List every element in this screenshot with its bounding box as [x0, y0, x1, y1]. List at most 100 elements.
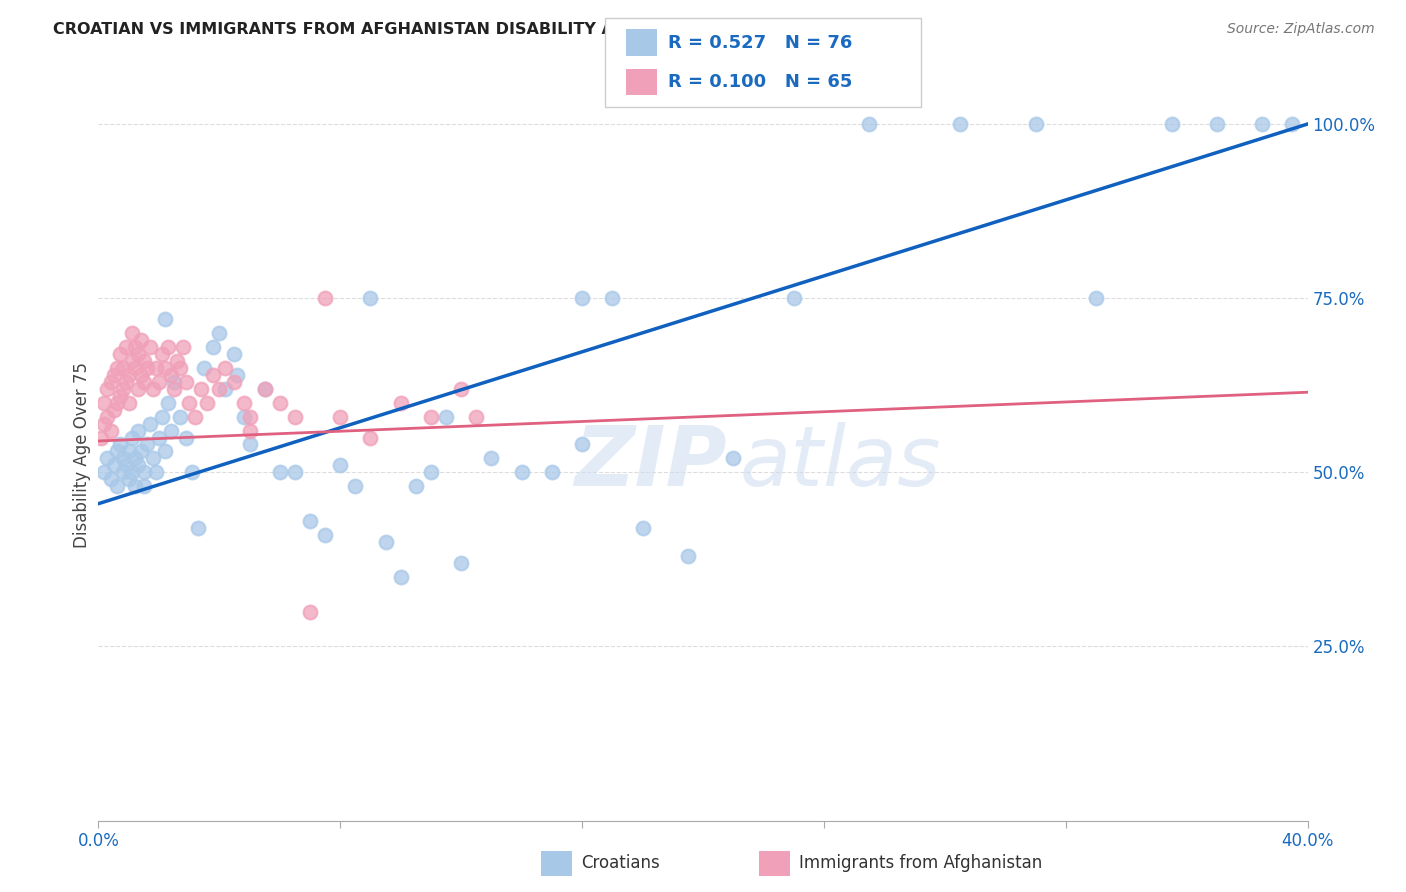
Point: [132, 354, 155, 368]
Point: [160, 424, 183, 438]
Point: [723, 451, 745, 466]
Text: Source: ZipAtlas.com: Source: ZipAtlas.com: [1227, 22, 1375, 37]
Point: [344, 479, 367, 493]
Point: [93, 395, 115, 409]
Point: [202, 368, 225, 382]
Point: [314, 291, 336, 305]
Point: [124, 360, 146, 375]
Point: [132, 375, 155, 389]
Text: R = 0.100   N = 65: R = 0.100 N = 65: [668, 73, 852, 91]
Point: [602, 291, 624, 305]
Point: [195, 395, 218, 409]
Point: [114, 458, 136, 473]
Point: [174, 375, 197, 389]
Point: [150, 347, 173, 361]
Point: [93, 466, 115, 480]
Point: [127, 382, 149, 396]
Point: [329, 458, 352, 473]
Point: [132, 466, 155, 480]
Point: [269, 395, 291, 409]
Point: [148, 430, 170, 444]
Text: ZIP: ZIP: [575, 422, 727, 503]
Text: Immigrants from Afghanistan: Immigrants from Afghanistan: [799, 855, 1042, 872]
Point: [121, 326, 143, 340]
Point: [105, 360, 128, 375]
Point: [121, 466, 143, 480]
Point: [153, 360, 176, 375]
Point: [571, 291, 593, 305]
Point: [232, 409, 254, 424]
Point: [360, 291, 382, 305]
Point: [111, 360, 134, 375]
Point: [118, 368, 141, 382]
Point: [510, 466, 533, 480]
Point: [208, 382, 231, 396]
Point: [100, 472, 122, 486]
Point: [124, 451, 146, 466]
Point: [108, 437, 131, 451]
Point: [148, 375, 170, 389]
Point: [1206, 117, 1229, 131]
Point: [150, 409, 173, 424]
Point: [783, 291, 806, 305]
Point: [139, 417, 162, 431]
Point: [253, 382, 276, 396]
Point: [105, 395, 128, 409]
Point: [129, 333, 152, 347]
Point: [100, 375, 122, 389]
Point: [239, 437, 262, 451]
Point: [129, 368, 152, 382]
Point: [96, 409, 118, 424]
Point: [163, 375, 186, 389]
Point: [118, 472, 141, 486]
Text: R = 0.527   N = 76: R = 0.527 N = 76: [668, 34, 852, 52]
Point: [103, 458, 125, 473]
Point: [1160, 117, 1182, 131]
Point: [450, 382, 472, 396]
Point: [193, 360, 215, 375]
Point: [631, 521, 654, 535]
Point: [172, 340, 194, 354]
Point: [90, 430, 112, 444]
Point: [93, 417, 115, 431]
Point: [153, 312, 176, 326]
Point: [121, 430, 143, 444]
Point: [190, 382, 212, 396]
Point: [156, 340, 179, 354]
Point: [214, 382, 236, 396]
Point: [284, 466, 307, 480]
Point: [174, 430, 197, 444]
Point: [114, 340, 136, 354]
Point: [108, 389, 131, 403]
Point: [124, 479, 146, 493]
Point: [284, 409, 307, 424]
Point: [127, 424, 149, 438]
Point: [1024, 117, 1046, 131]
Point: [239, 409, 262, 424]
Point: [405, 479, 427, 493]
Point: [226, 368, 249, 382]
Point: [214, 360, 236, 375]
Point: [179, 395, 201, 409]
Point: [145, 360, 167, 375]
Point: [127, 347, 149, 361]
Point: [135, 360, 157, 375]
Point: [160, 368, 183, 382]
Point: [253, 382, 276, 396]
Point: [208, 326, 231, 340]
Text: atlas: atlas: [740, 422, 941, 503]
Point: [269, 466, 291, 480]
Point: [105, 444, 128, 458]
Point: [156, 395, 179, 409]
Point: [465, 409, 488, 424]
Point: [100, 424, 122, 438]
Point: [163, 382, 186, 396]
Point: [389, 395, 412, 409]
Point: [135, 437, 157, 451]
Point: [153, 444, 176, 458]
Y-axis label: Disability Age Over 75: Disability Age Over 75: [73, 362, 91, 548]
Point: [1251, 117, 1274, 131]
Point: [299, 514, 322, 528]
Point: [224, 375, 246, 389]
Point: [360, 430, 382, 444]
